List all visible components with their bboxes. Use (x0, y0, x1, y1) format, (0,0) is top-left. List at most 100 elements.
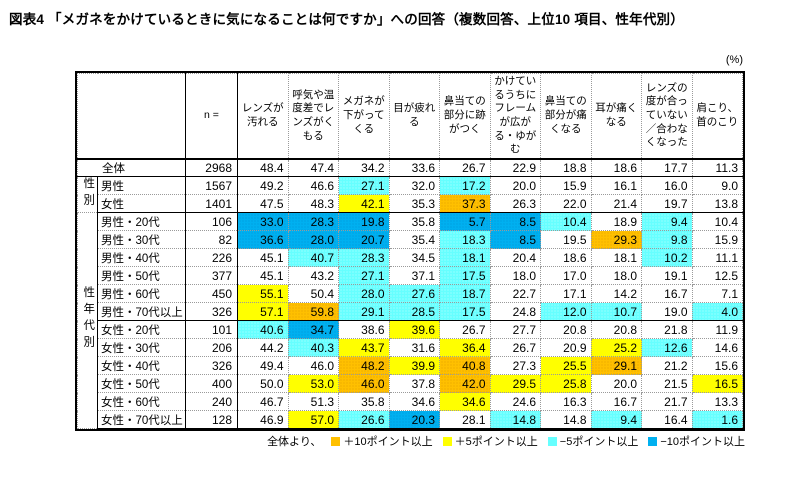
data-cell: 34.2 (338, 158, 390, 178)
table-row: 女性・50代 400 50.0 53.0 46.0 37.8 42.0 29.5 25.8 20.… (78, 374, 743, 394)
column-header-3: メガネが下がってくる (338, 72, 390, 160)
data-cell: 9.8 (641, 230, 693, 250)
data-cell: 27.6 (388, 284, 440, 304)
data-cell: 40.8 (439, 356, 491, 376)
data-cell: 22.0 (540, 194, 592, 214)
legend-prefix: 全体より、 (267, 436, 322, 448)
data-cell: 14.2 (590, 284, 642, 304)
n-value: 128 (185, 410, 238, 430)
table-header: n = レンズが汚れる 呼気や温度差でレンズがくもる メガネが下がってくる 目が疲れる鼻… (77, 72, 743, 160)
column-header-1: レンズが汚れる (237, 72, 289, 160)
data-cell: 50.4 (287, 284, 339, 304)
data-cell: 51.3 (287, 392, 339, 412)
data-cell: 17.2 (439, 176, 491, 196)
data-cell: 20.0 (489, 176, 541, 196)
legend-label: −10ポイント以上 (660, 436, 745, 448)
data-cell: 21.4 (590, 194, 642, 214)
data-cell: 27.1 (338, 266, 390, 286)
survey-table-container: n = レンズが汚れる 呼気や温度差でレンズがくもる メガネが下がってくる 目が疲れる鼻… (75, 71, 745, 432)
table-row: 女性・40代 326 49.4 46.0 48.2 39.9 40.8 27.3 25.5 29.… (78, 356, 743, 376)
column-header-6: かけているうちにフレームが広がる・ゆがむ (489, 72, 541, 160)
data-cell: 25.2 (590, 338, 642, 358)
row-label: 女性 (97, 194, 186, 214)
data-cell: 8.5 (489, 212, 541, 232)
data-cell: 16.7 (590, 392, 642, 412)
data-cell: 18.6 (540, 248, 592, 268)
table-row: 女性・20代 101 40.6 34.7 38.6 39.6 26.7 27.7 20.8 20.… (78, 320, 743, 340)
data-cell: 11.9 (691, 320, 743, 340)
n-value: 106 (185, 212, 238, 232)
table-row: 全体 2968 48.4 47.4 34.2 33.6 26.7 22.9 18.8 18.6 17… (77, 158, 743, 178)
n-value: 1401 (185, 194, 238, 214)
data-cell: 34.6 (439, 392, 491, 412)
data-cell: 17.5 (439, 302, 491, 322)
data-cell: 20.3 (388, 410, 440, 430)
data-cell: 12.6 (641, 338, 693, 358)
data-cell: 16.3 (540, 392, 592, 412)
data-cell: 34.6 (388, 392, 440, 412)
row-label: 女性・20代 (97, 320, 186, 340)
data-cell: 35.8 (388, 212, 440, 232)
data-cell: 20.8 (590, 320, 642, 340)
data-cell: 29.1 (590, 356, 642, 376)
data-cell: 32.0 (388, 176, 440, 196)
data-cell: 19.1 (641, 266, 693, 286)
row-label: 女性・70代以上 (97, 410, 186, 430)
n-value: 226 (185, 248, 238, 268)
data-cell: 33.6 (388, 158, 440, 178)
survey-table: n = レンズが汚れる 呼気や温度差でレンズがくもる メガネが下がってくる 目が疲れる鼻… (77, 72, 743, 430)
data-cell: 15.6 (691, 356, 743, 376)
data-cell: 12.0 (540, 302, 592, 322)
legend-swatch-m10 (648, 436, 658, 446)
data-cell: 34.5 (388, 248, 440, 268)
data-cell: 10.4 (691, 212, 743, 232)
data-cell: 9.4 (641, 212, 693, 232)
data-cell: 4.0 (691, 302, 743, 322)
n-value: 82 (185, 230, 238, 250)
data-cell: 26.7 (489, 338, 541, 358)
data-cell: 43.7 (338, 338, 390, 358)
data-cell: 47.5 (237, 194, 289, 214)
n-value: 1567 (185, 176, 238, 196)
table-row: 女性 1401 47.5 48.3 42.1 35.3 37.3 26.3 22.0 21.4 19… (78, 194, 743, 214)
column-header-10: 肩こり、首のこり (691, 72, 743, 160)
header-row: n = レンズが汚れる 呼気や温度差でレンズがくもる メガネが下がってくる 目が疲れる鼻… (77, 72, 743, 160)
data-cell: 29.1 (338, 302, 390, 322)
data-cell: 22.7 (489, 284, 541, 304)
color-legend: 全体より、 ＋10ポイント以上 ＋5ポイント以上 −5ポイント以上 −10ポイント以上 (75, 433, 745, 449)
data-cell: 46.0 (338, 374, 390, 394)
row-label: 男性・30代 (97, 230, 186, 250)
data-cell: 17.7 (641, 158, 693, 178)
data-cell: 17.5 (439, 266, 491, 286)
data-cell: 19.7 (641, 194, 693, 214)
data-cell: 18.0 (590, 266, 642, 286)
row-group-label-text: 性別 (82, 176, 95, 210)
legend-swatch-m5 (547, 436, 557, 446)
data-cell: 14.6 (691, 338, 743, 358)
table-row: 男性・40代 226 45.1 40.7 28.3 34.5 18.1 20.4 18.6 18.… (78, 248, 743, 268)
data-cell: 48.2 (338, 356, 390, 376)
data-cell: 9.4 (590, 410, 642, 430)
data-cell: 46.9 (237, 410, 289, 430)
data-cell: 53.0 (287, 374, 339, 394)
data-cell: 57.0 (287, 410, 339, 430)
data-cell: 44.2 (237, 338, 289, 358)
data-cell: 18.0 (489, 266, 541, 286)
row-label: 男性・50代 (97, 266, 186, 286)
table-row: 男性・50代 377 45.1 43.2 27.1 37.1 17.5 18.0 17.0 18.… (78, 266, 743, 286)
data-cell: 26.3 (489, 194, 541, 214)
data-cell: 9.0 (691, 176, 743, 196)
data-cell: 11.3 (691, 158, 743, 178)
data-cell: 18.1 (590, 248, 642, 268)
data-cell: 35.8 (338, 392, 390, 412)
column-header-5: 鼻当ての部分に跡がつく (439, 72, 491, 160)
n-value: 377 (185, 266, 238, 286)
data-cell: 46.7 (237, 392, 289, 412)
data-cell: 13.3 (691, 392, 743, 412)
data-cell: 18.8 (540, 158, 592, 178)
data-cell: 20.9 (540, 338, 592, 358)
table-row: 男性・30代 82 36.6 28.0 20.7 35.4 18.3 8.5 19.5 29.3 9… (78, 230, 743, 250)
data-cell: 14.8 (489, 410, 541, 430)
data-cell: 17.0 (540, 266, 592, 286)
data-cell: 16.5 (691, 374, 743, 394)
